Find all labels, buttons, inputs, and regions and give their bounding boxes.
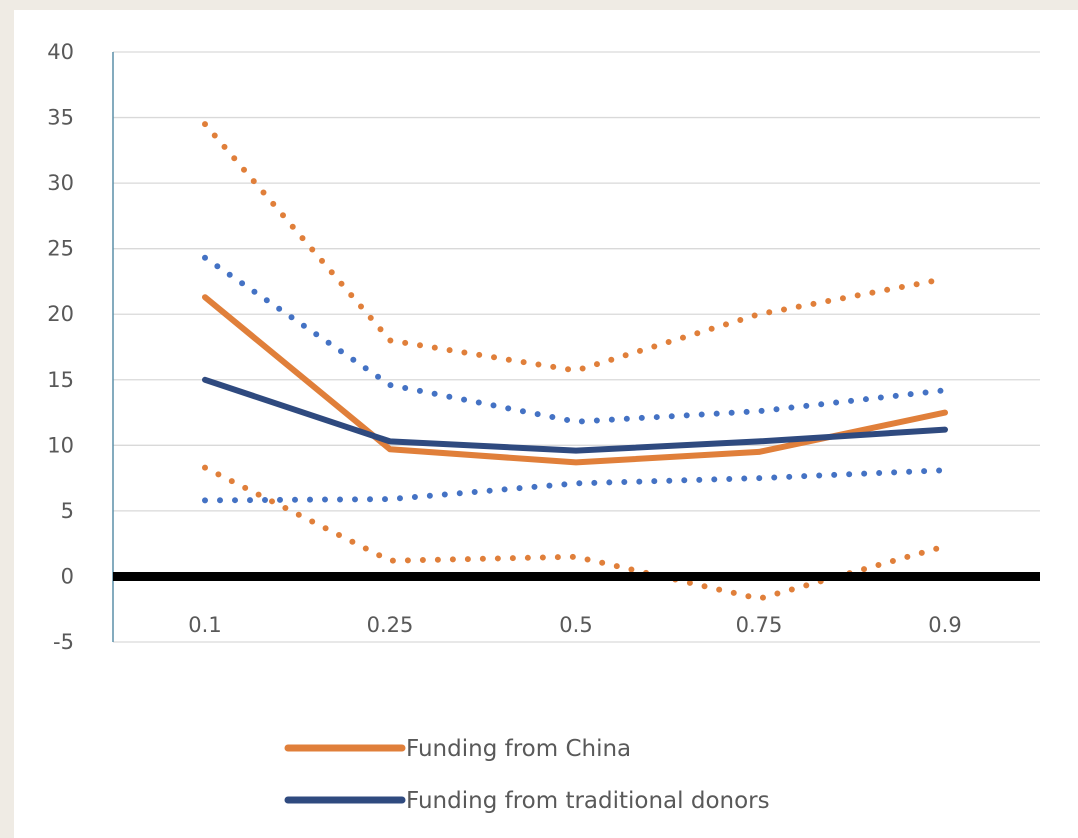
confidence-band-line-4	[202, 254, 948, 425]
legend-label: Funding from China	[406, 736, 631, 762]
y-tick-label: -5	[53, 630, 74, 654]
x-tick-labels: 0.1 0.25 0.5 0.75 0.9	[188, 613, 961, 637]
confidence-band-line-5	[202, 467, 948, 504]
y-tick-label: 5	[61, 499, 74, 523]
y-tick-label: 25	[47, 237, 74, 261]
x-tick-label: 0.1	[188, 613, 221, 637]
x-tick-label: 0.75	[736, 613, 783, 637]
line-chart: 40 35 30 25 20 15 10 5 0 -5 0.1 0.25 0.5 0.75 0.9 Fun…	[47, 40, 1040, 814]
chart-panel: 40 35 30 25 20 15 10 5 0 -5 0.1 0.25 0.5 0.75 0.9 Fun…	[14, 10, 1078, 838]
legend-item: Funding from China	[284, 736, 631, 762]
y-tick-label: 15	[47, 368, 74, 392]
y-tick-label: 35	[47, 106, 74, 130]
gridlines	[113, 51, 1040, 643]
x-tick-label: 0.9	[928, 613, 961, 637]
y-tick-label: 10	[47, 433, 74, 457]
y-tick-labels: 40 35 30 25 20 15 10 5 0 -5	[47, 40, 74, 654]
y-tick-label: 0	[61, 564, 74, 588]
legend: Funding from China Funding from tradition…	[284, 736, 770, 814]
y-tick-label: 40	[47, 40, 74, 64]
x-tick-label: 0.25	[367, 613, 414, 637]
series-line-1	[202, 376, 948, 454]
legend-item: Funding from traditional donors	[284, 788, 770, 814]
series-lines	[202, 121, 948, 602]
confidence-band-line-3	[202, 464, 948, 602]
y-tick-label: 20	[47, 302, 74, 326]
legend-label: Funding from traditional donors	[406, 788, 770, 814]
x-tick-label: 0.5	[559, 613, 592, 637]
y-tick-label: 30	[47, 171, 74, 195]
